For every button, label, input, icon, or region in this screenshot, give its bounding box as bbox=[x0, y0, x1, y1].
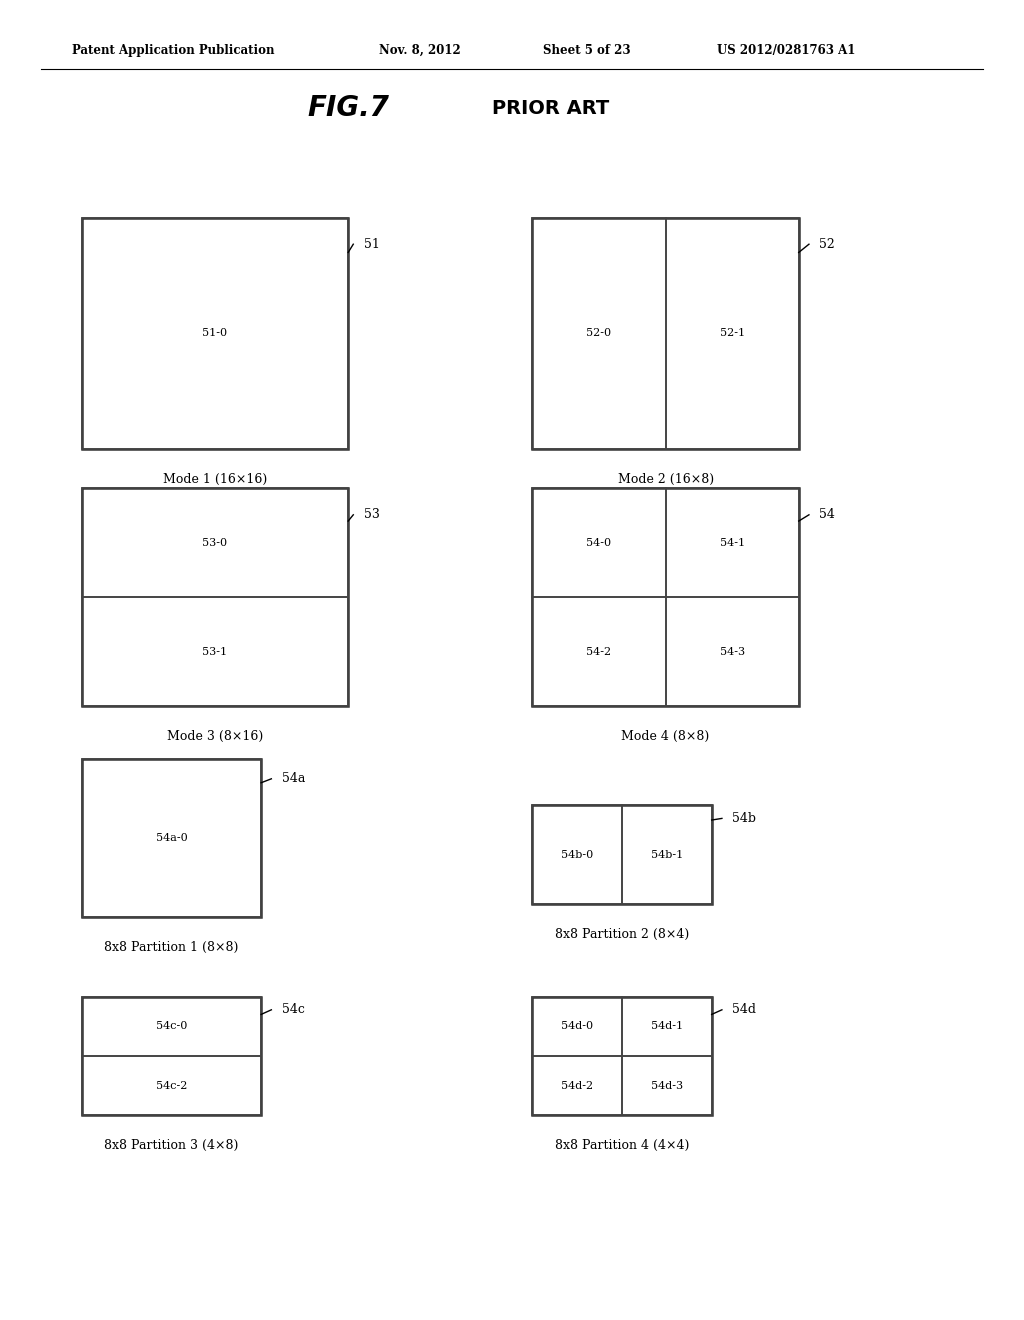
Text: 54-2: 54-2 bbox=[587, 647, 611, 657]
Bar bbox=[532, 805, 623, 904]
Bar bbox=[532, 488, 666, 597]
Text: 54a: 54a bbox=[282, 772, 305, 785]
Text: 8x8 Partition 3 (4×8): 8x8 Partition 3 (4×8) bbox=[104, 1139, 239, 1152]
Text: 52-0: 52-0 bbox=[587, 329, 611, 338]
Bar bbox=[82, 488, 348, 597]
Bar bbox=[532, 1056, 623, 1115]
Bar bbox=[623, 805, 712, 904]
Bar bbox=[82, 218, 348, 449]
Bar bbox=[666, 488, 799, 597]
Text: 51-0: 51-0 bbox=[203, 329, 227, 338]
Bar bbox=[666, 218, 799, 449]
Bar bbox=[82, 997, 261, 1056]
Text: 54a-0: 54a-0 bbox=[156, 833, 187, 843]
Text: Sheet 5 of 23: Sheet 5 of 23 bbox=[543, 44, 631, 57]
Bar bbox=[532, 218, 666, 449]
Text: 54d-0: 54d-0 bbox=[561, 1022, 593, 1031]
Bar bbox=[82, 997, 261, 1115]
Bar bbox=[666, 597, 799, 706]
Text: FIG.7: FIG.7 bbox=[307, 94, 389, 123]
Text: 54c-2: 54c-2 bbox=[156, 1081, 187, 1090]
Bar bbox=[82, 1056, 261, 1115]
Bar bbox=[532, 597, 666, 706]
Bar bbox=[532, 488, 799, 706]
Bar bbox=[532, 997, 712, 1115]
Text: 54: 54 bbox=[819, 508, 836, 521]
Text: 54d: 54d bbox=[732, 1003, 756, 1016]
Bar bbox=[82, 759, 261, 917]
Text: 54b-0: 54b-0 bbox=[561, 850, 593, 859]
Text: 53-1: 53-1 bbox=[203, 647, 227, 657]
Text: 54b: 54b bbox=[732, 812, 756, 825]
Text: Patent Application Publication: Patent Application Publication bbox=[72, 44, 274, 57]
Text: 54d-1: 54d-1 bbox=[651, 1022, 683, 1031]
Bar bbox=[82, 488, 348, 706]
Text: Mode 1 (16×16): Mode 1 (16×16) bbox=[163, 473, 267, 486]
Text: 54-1: 54-1 bbox=[720, 537, 744, 548]
Text: Mode 3 (8×16): Mode 3 (8×16) bbox=[167, 730, 263, 743]
Text: 54c-0: 54c-0 bbox=[156, 1022, 187, 1031]
Text: Mode 2 (16×8): Mode 2 (16×8) bbox=[617, 473, 714, 486]
Text: 52: 52 bbox=[819, 238, 835, 251]
Text: 54d-3: 54d-3 bbox=[651, 1081, 683, 1090]
Text: Nov. 8, 2012: Nov. 8, 2012 bbox=[379, 44, 461, 57]
Text: 8x8 Partition 1 (8×8): 8x8 Partition 1 (8×8) bbox=[104, 941, 239, 954]
Text: 53-0: 53-0 bbox=[203, 537, 227, 548]
Text: 8x8 Partition 4 (4×4): 8x8 Partition 4 (4×4) bbox=[555, 1139, 689, 1152]
Text: 54d-2: 54d-2 bbox=[561, 1081, 593, 1090]
Bar bbox=[82, 218, 348, 449]
Text: 54-0: 54-0 bbox=[587, 537, 611, 548]
Bar bbox=[82, 597, 348, 706]
Text: 52-1: 52-1 bbox=[720, 329, 744, 338]
Text: 51: 51 bbox=[364, 238, 380, 251]
Text: 54c: 54c bbox=[282, 1003, 304, 1016]
Text: 54b-1: 54b-1 bbox=[651, 850, 683, 859]
Bar bbox=[623, 1056, 712, 1115]
Text: 54-3: 54-3 bbox=[720, 647, 744, 657]
Text: 53: 53 bbox=[364, 508, 380, 521]
Text: Mode 4 (8×8): Mode 4 (8×8) bbox=[622, 730, 710, 743]
Text: 8x8 Partition 2 (8×4): 8x8 Partition 2 (8×4) bbox=[555, 928, 689, 941]
Text: US 2012/0281763 A1: US 2012/0281763 A1 bbox=[717, 44, 855, 57]
Bar bbox=[532, 218, 799, 449]
Bar bbox=[82, 759, 261, 917]
Bar bbox=[623, 997, 712, 1056]
Bar bbox=[532, 805, 712, 904]
Text: PRIOR ART: PRIOR ART bbox=[492, 99, 609, 117]
Bar bbox=[532, 997, 623, 1056]
